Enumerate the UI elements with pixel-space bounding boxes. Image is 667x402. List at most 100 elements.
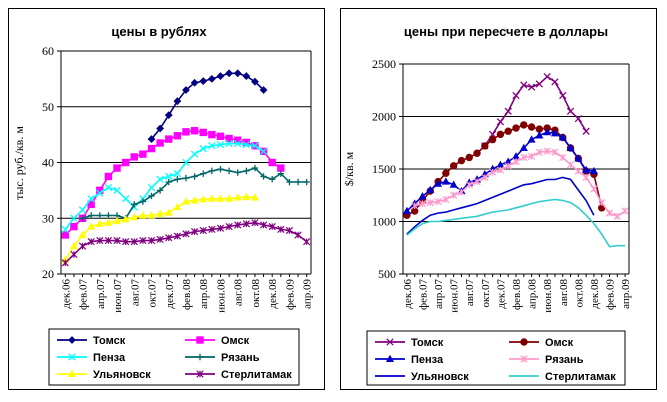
data-point: [426, 198, 434, 207]
data-point: [294, 178, 302, 186]
data-point: [589, 166, 598, 175]
data-point: [598, 198, 606, 207]
x-tick-label: дек.06: [60, 279, 72, 309]
legend-swatch-marker: [196, 353, 204, 361]
data-point: [268, 158, 276, 167]
data-point: [148, 192, 155, 200]
data-point: [242, 138, 251, 147]
data-point: [303, 178, 310, 186]
legend-label: Стерлитамак: [545, 371, 616, 383]
data-point: [174, 176, 181, 183]
data-point: [434, 179, 443, 187]
data-point: [488, 130, 497, 139]
data-point: [217, 165, 224, 173]
data-point: [520, 121, 528, 129]
data-point: [519, 143, 528, 152]
data-point: [566, 107, 575, 115]
data-point: [87, 222, 96, 230]
data-point: [605, 209, 614, 217]
legend-box: [48, 328, 300, 386]
data-point: [303, 238, 311, 246]
data-point: [259, 86, 268, 94]
y-tick-label: 2000: [372, 110, 396, 124]
legend-swatch-marker: [386, 338, 394, 346]
data-point: [70, 250, 78, 259]
data-point: [173, 97, 182, 106]
data-point: [156, 139, 164, 147]
data-point: [165, 172, 173, 181]
legend-swatch-marker: [520, 338, 528, 346]
x-tick-label: авг.07: [464, 279, 476, 307]
legend-item: Томск: [375, 337, 444, 349]
data-point: [449, 180, 458, 188]
x-tick-label: авг.08: [233, 279, 245, 307]
data-point: [269, 176, 276, 183]
data-point: [621, 207, 629, 215]
data-point: [69, 241, 78, 250]
data-point: [582, 127, 590, 135]
data-point: [70, 214, 78, 222]
data-point: [457, 188, 466, 196]
data-point: [95, 219, 104, 227]
data-point: [216, 72, 225, 80]
data-point: [418, 192, 427, 200]
data-point: [130, 238, 138, 246]
legend-swatch-marker: [67, 369, 77, 378]
data-point: [165, 135, 173, 143]
data-point: [527, 152, 536, 161]
x-tick-label: фев.09: [605, 279, 617, 310]
data-point: [260, 173, 267, 180]
series-1: [147, 69, 268, 143]
data-point: [251, 219, 259, 227]
data-point: [234, 139, 242, 148]
data-point: [199, 144, 207, 153]
data-point: [251, 142, 259, 150]
legend-label: Стерлитамак: [221, 369, 292, 381]
data-point: [182, 174, 190, 182]
data-point: [96, 236, 104, 245]
y-axis-label: тыс. руб./кв. м: [12, 126, 26, 200]
data-point: [113, 164, 121, 172]
x-tick-label: фев.07: [78, 279, 90, 310]
data-point: [112, 216, 122, 225]
x-tick-label: окт.08: [250, 279, 262, 308]
data-point: [87, 212, 95, 219]
data-point: [566, 143, 575, 152]
data-point: [520, 153, 528, 162]
data-point: [234, 136, 242, 144]
y-tick-label: 50: [42, 100, 54, 114]
legend-item: Стерлитамак: [509, 371, 616, 383]
y-tick-label: 1000: [372, 215, 396, 229]
data-point: [234, 169, 241, 176]
data-point: [574, 167, 582, 175]
data-point: [225, 134, 233, 143]
data-point: [559, 91, 567, 100]
data-point: [173, 232, 182, 240]
data-point: [139, 198, 147, 205]
data-point: [551, 148, 559, 156]
data-point: [465, 181, 473, 189]
legend-item: Омск: [185, 335, 250, 347]
data-point: [199, 226, 207, 235]
data-point: [138, 211, 147, 219]
series-2: [403, 121, 606, 219]
data-point: [190, 78, 199, 87]
data-point: [190, 150, 199, 158]
data-point: [216, 194, 225, 202]
x-tick-label: окт.07: [147, 279, 159, 308]
x-tick-label: фев.08: [511, 279, 523, 310]
data-point: [504, 107, 512, 115]
data-point: [512, 158, 520, 166]
data-point: [78, 230, 87, 239]
data-point: [199, 195, 208, 203]
data-point: [481, 173, 489, 182]
data-point: [113, 236, 121, 245]
data-point: [294, 231, 302, 239]
data-point: [147, 211, 156, 219]
data-point: [457, 156, 466, 165]
data-point: [165, 234, 173, 242]
series-6: [406, 198, 626, 248]
x-tick-label: апр.09: [302, 279, 314, 309]
legend-item: Стерлитамак: [185, 369, 292, 381]
data-point: [520, 81, 528, 89]
